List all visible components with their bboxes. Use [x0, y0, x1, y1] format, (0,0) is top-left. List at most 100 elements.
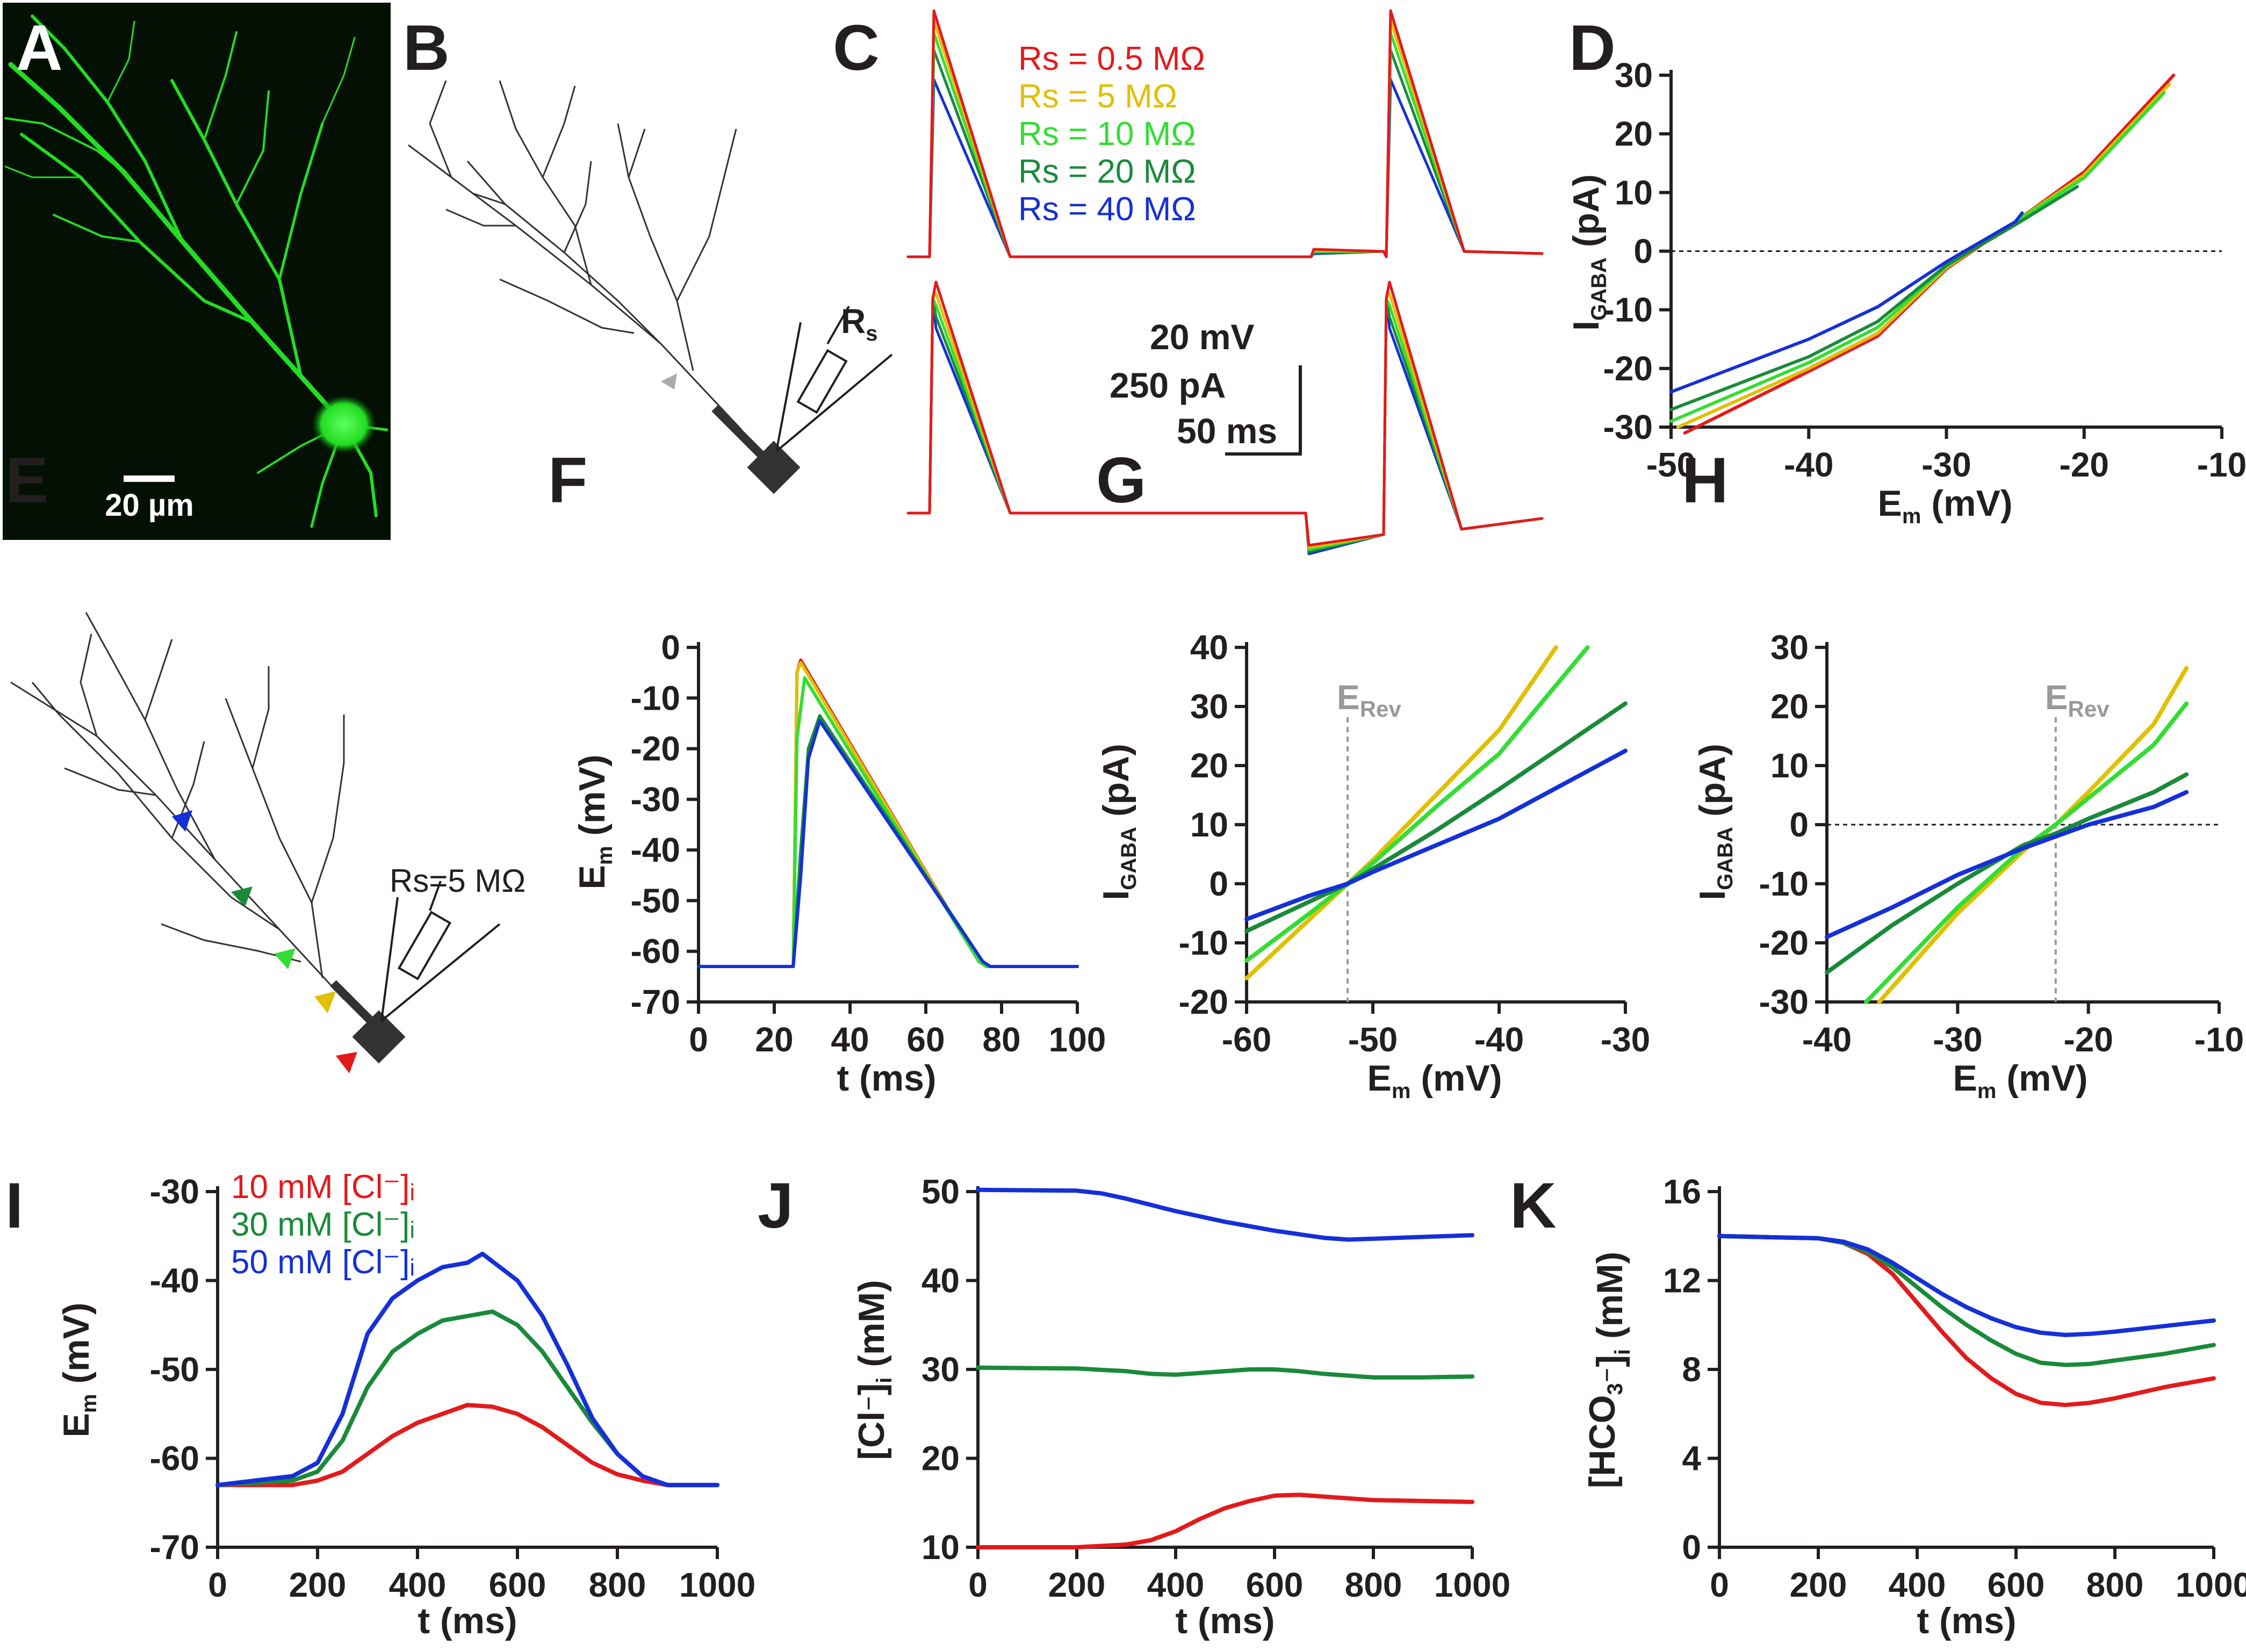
- y-tick-label: 0: [1209, 864, 1228, 903]
- marker-darkgreen: [231, 886, 253, 907]
- x-tick-label: 400: [1147, 1566, 1205, 1604]
- chart-f: 0 20 40 60 80 100 0 -10 -20 -30 -40 -50 -60 -70 t (ms)…: [572, 628, 1106, 1099]
- y-tick-label: 20: [1770, 687, 1809, 726]
- x-axis-label: t (ms): [837, 1058, 936, 1099]
- y-tick-label: -20: [1759, 924, 1809, 962]
- y-axis-label: Em (mV): [572, 755, 617, 890]
- panel-label-f: F: [548, 444, 587, 516]
- legend-entry: 10 mM [Cl⁻]ᵢ: [231, 1168, 415, 1206]
- x-tick-label: -10: [2194, 1020, 2244, 1059]
- c-legend-entry: Rs = 0.5 MΩ: [1018, 40, 1205, 77]
- series-line: [1825, 790, 2189, 939]
- y-tick-label: -10: [631, 679, 681, 717]
- y-tick-label: -30: [1759, 983, 1809, 1021]
- erev-label: ERev: [1337, 678, 1401, 722]
- marker-lightgreen: [274, 948, 296, 969]
- y-tick-label: 16: [1663, 1172, 1701, 1211]
- x-tick-label: 60: [906, 1020, 945, 1059]
- x-tick-label: 800: [2086, 1566, 2144, 1604]
- x-tick-label: -20: [2060, 445, 2110, 484]
- x-tick-label: -20: [2063, 1020, 2113, 1059]
- y-tick-label: 10: [1615, 173, 1653, 212]
- y-tick-label: -10: [1179, 924, 1229, 962]
- y-tick-label: 40: [1190, 628, 1228, 667]
- c-legend: Rs = 0.5 MΩ Rs = 5 MΩ Rs = 10 MΩ Rs = 20…: [1018, 40, 1205, 228]
- y-tick-label: 20: [1190, 746, 1228, 785]
- marker-blue: [172, 810, 192, 832]
- x-axis-label: Em (mV): [1953, 1058, 2088, 1103]
- y-tick-label: -10: [1603, 291, 1653, 329]
- series-line: [215, 1309, 719, 1488]
- x-axis-label: t (ms): [417, 1600, 517, 1641]
- x-tick-label: 1000: [2176, 1566, 2246, 1604]
- x-axis-label: t (ms): [1175, 1600, 1275, 1641]
- y-axis-label: IGABA (pA): [1692, 744, 1737, 900]
- y-tick-label: 10: [1190, 805, 1228, 844]
- electrode: [775, 306, 893, 452]
- x-tick-label: 600: [1988, 1566, 2045, 1604]
- x-tick-label: 800: [589, 1566, 646, 1604]
- y-tick-label: 0: [1682, 1528, 1701, 1567]
- panel-label-i: I: [5, 1170, 23, 1242]
- c-voltage-trace: [906, 19, 1544, 258]
- panel-e: E Rs=5 MΩ: [5, 444, 525, 1073]
- x-tick-label: -40: [1784, 445, 1834, 484]
- panel-b: B Rs: [403, 12, 893, 494]
- panel-label-d: D: [1569, 12, 1616, 84]
- y-tick-label: -20: [1179, 983, 1229, 1021]
- legend-entry: 50 mM [Cl⁻]ᵢ: [231, 1244, 415, 1281]
- x-axis-label: Em (mV): [1878, 483, 2013, 528]
- y-tick-label: 0: [1789, 805, 1809, 844]
- y-tick-label: 30: [1615, 56, 1653, 95]
- panel-label-j: J: [758, 1170, 794, 1242]
- series-line: [1669, 185, 2079, 412]
- x-tick-label: 200: [289, 1566, 347, 1604]
- x-tick-label: -60: [1222, 1020, 1272, 1059]
- apical-trunk-e: [330, 980, 379, 1029]
- c-voltage-trace: [906, 31, 1544, 258]
- y-tick-label: 20: [922, 1439, 960, 1478]
- x-tick-label: -50: [1348, 1020, 1398, 1059]
- y-tick-label: -30: [150, 1172, 200, 1211]
- x-tick-label: -30: [1921, 445, 1971, 484]
- y-tick-label: -50: [150, 1350, 200, 1389]
- y-tick-label: 30: [1770, 628, 1809, 667]
- c-legend-entry: Rs = 5 MΩ: [1018, 78, 1177, 115]
- soma-diamond-e: [352, 1010, 406, 1064]
- y-tick-label: -10: [1759, 864, 1809, 903]
- y-tick-label: -30: [631, 780, 681, 819]
- legend-entry: 30 mM [Cl⁻]ᵢ: [231, 1206, 415, 1243]
- scale-current: 250 pA: [1110, 365, 1226, 405]
- y-tick-label: -20: [1603, 349, 1653, 388]
- electrode-label-e: Rs=5 MΩ: [390, 863, 525, 899]
- series-line: [976, 1365, 1474, 1380]
- chart-i: 0 200 400 600 800 1000 -30 -40 -50 -60 -70 10 mM [C…: [56, 1168, 755, 1641]
- y-tick-label: 0: [1633, 232, 1653, 271]
- c-scale-bars: 20 mV 250 pA 50 ms: [1110, 317, 1302, 456]
- panel-c: C Rs = 0.5 MΩ Rs = 5 MΩ Rs = 10 MΩ Rs = …: [833, 9, 1544, 556]
- x-tick-label: -30: [1933, 1020, 1983, 1059]
- x-tick-label: 20: [755, 1020, 793, 1059]
- panel-label-c: C: [833, 12, 880, 84]
- y-axis-label: IGABA (pA): [1566, 174, 1611, 331]
- y-tick-label: -20: [631, 730, 681, 768]
- x-tick-label: 600: [489, 1566, 546, 1604]
- x-tick-label: 40: [831, 1020, 869, 1059]
- series-line: [697, 714, 1079, 968]
- apical-trunk: [711, 405, 766, 460]
- y-tick-label: -50: [631, 881, 681, 920]
- series-line: [1864, 701, 2189, 1004]
- y-tick-label: 40: [922, 1261, 960, 1300]
- chart-j: 0 200 400 600 800 1000 50 40 30 20 10 t (ms) [Cl⁻]i …: [851, 1172, 1510, 1641]
- scale-bar-label: 20 µm: [105, 488, 194, 523]
- y-axis-label: IGABA (pA): [1096, 744, 1141, 900]
- x-tick-label: -40: [1802, 1020, 1852, 1059]
- c-legend-entry: Rs = 20 MΩ: [1018, 153, 1196, 190]
- x-tick-label: 0: [968, 1566, 988, 1604]
- y-tick-label: 30: [922, 1350, 960, 1389]
- series-line: [1717, 1233, 2216, 1367]
